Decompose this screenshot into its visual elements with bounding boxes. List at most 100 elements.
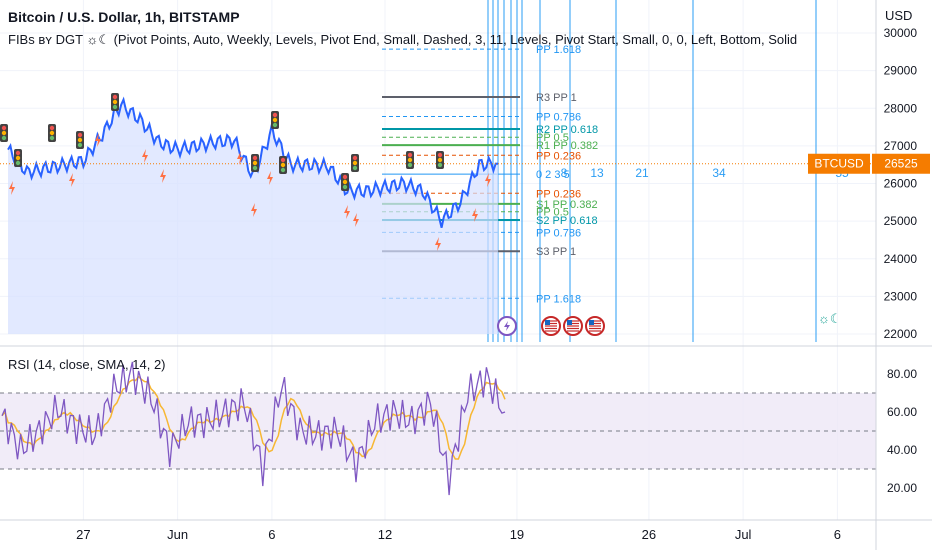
flag-canton xyxy=(545,320,550,325)
traffic-light-yellow xyxy=(252,160,258,166)
rsi-tick-label: 20.00 xyxy=(887,481,917,495)
bolt-icon xyxy=(485,173,491,187)
fib-time-label: 21 xyxy=(635,166,649,180)
price-tick-label: 22000 xyxy=(884,327,918,341)
traffic-light-red xyxy=(252,155,258,161)
traffic-light-icon xyxy=(251,154,259,172)
traffic-light-icon xyxy=(48,124,56,142)
traffic-light-icon xyxy=(271,111,279,129)
pivot-level-label: PP 0.236 xyxy=(536,188,581,200)
pivot-level-label: R2 PP 0.618 xyxy=(536,124,598,136)
time-tick-label: Jun xyxy=(167,527,188,542)
us-flag-icon xyxy=(541,316,561,336)
traffic-light-green xyxy=(252,165,258,171)
time-tick-label: Jul xyxy=(735,527,752,542)
fib-time-label: 13 xyxy=(590,166,604,180)
bolt-icon xyxy=(9,181,15,195)
bolt-icon xyxy=(160,169,166,183)
bolt-icon xyxy=(237,151,243,165)
traffic-light-icon xyxy=(341,173,349,191)
traffic-light-red xyxy=(112,94,118,100)
time-tick-label: 19 xyxy=(510,527,524,542)
traffic-light-green xyxy=(342,184,348,190)
price-tick-label: 25000 xyxy=(884,214,918,228)
traffic-light-green xyxy=(437,162,443,168)
bolt-icon xyxy=(267,171,273,185)
pivot-level-label: S1 PP 0.382 xyxy=(536,199,598,211)
price-badge-symbol: BTCUSD xyxy=(814,157,864,171)
bolt-icon xyxy=(142,149,148,163)
bolt-icon xyxy=(95,133,101,147)
pivot-level-label: PP 0.5 xyxy=(536,207,569,219)
traffic-light-green xyxy=(1,135,7,141)
traffic-light-green xyxy=(407,162,413,168)
traffic-light-yellow xyxy=(49,130,55,136)
traffic-light-icon xyxy=(279,156,287,174)
price-badge-symbol-bg xyxy=(808,153,870,174)
traffic-light-yellow xyxy=(437,157,443,163)
rsi-tick-label: 60.00 xyxy=(887,405,917,419)
traffic-light-yellow xyxy=(407,157,413,163)
traffic-light-yellow xyxy=(112,99,118,105)
traffic-light-green xyxy=(77,142,83,148)
traffic-light-red xyxy=(77,132,83,138)
bolt-icon xyxy=(353,213,359,227)
bolt-icon xyxy=(435,237,441,251)
traffic-light-yellow xyxy=(342,179,348,185)
bolt-icon xyxy=(344,205,350,219)
traffic-light-icon xyxy=(14,149,22,167)
traffic-light-green xyxy=(15,160,21,166)
bolt-icon xyxy=(69,173,75,187)
time-tick-label: 6 xyxy=(268,527,275,542)
traffic-light-red xyxy=(342,174,348,180)
time-tick-label: 27 xyxy=(76,527,90,542)
rsi-tick-label: 80.00 xyxy=(887,367,917,381)
rsi-tick-label: 40.00 xyxy=(887,443,917,457)
traffic-light-green xyxy=(280,167,286,173)
pivot-level-label: R1 PP 0.382 xyxy=(536,140,598,152)
price-badge: BTCUSD 26525 xyxy=(808,153,930,174)
currency-label[interactable]: USD xyxy=(885,8,913,23)
price-tick-label: 30000 xyxy=(884,26,918,40)
price-badge-value: 26525 xyxy=(884,157,918,171)
traffic-light-red xyxy=(15,150,21,156)
traffic-light-icon xyxy=(436,151,444,169)
rsi-pane xyxy=(0,361,876,496)
indicator-title[interactable]: FIBs ʙʏ DGT ☼☾ (Pivot Points, Auto, Week… xyxy=(8,32,798,47)
traffic-light-green xyxy=(112,104,118,110)
traffic-light-icon xyxy=(76,131,84,149)
bolt-icon xyxy=(472,208,478,222)
traffic-light-red xyxy=(280,157,286,163)
traffic-light-yellow xyxy=(77,137,83,143)
bolt-icon xyxy=(251,203,257,217)
traffic-light-red xyxy=(437,152,443,158)
price-badge-value-bg xyxy=(872,153,930,174)
pivot-level-label: S3 PP 1 xyxy=(536,246,576,258)
symbol-title[interactable]: Bitcoin / U.S. Dollar, 1h, BITSTAMP xyxy=(8,9,240,25)
pivot-level-label: PP 1.618 xyxy=(536,44,581,56)
pivot-level-label: PP 0.786 xyxy=(536,112,581,124)
traffic-light-green xyxy=(352,165,358,171)
traffic-light-yellow xyxy=(1,130,7,136)
traffic-light-red xyxy=(407,152,413,158)
rsi-line xyxy=(1,361,506,496)
pivot-level-label: PP 0.5 xyxy=(536,132,569,144)
time-tick-label: 6 xyxy=(834,527,841,542)
rsi-title[interactable]: RSI (14, close, SMA, 14, 2) xyxy=(8,357,166,372)
us-flag-icon xyxy=(563,316,583,336)
price-tick-label: 29000 xyxy=(884,64,918,78)
traffic-light-red xyxy=(272,112,278,118)
traffic-light-icon xyxy=(351,154,359,172)
price-tick-label: 24000 xyxy=(884,252,918,266)
price-series xyxy=(0,96,876,334)
pivot-level-label: PP 0.236 xyxy=(536,150,581,162)
price-tick-label: 26000 xyxy=(884,177,918,191)
lightning-circle-icon xyxy=(497,316,517,336)
traffic-light-yellow xyxy=(15,155,21,161)
flag-canton xyxy=(589,320,594,325)
rsi-ma-line xyxy=(1,375,506,460)
pivot-level-label: S2 PP 0.618 xyxy=(536,215,598,227)
traffic-light-green xyxy=(272,122,278,128)
